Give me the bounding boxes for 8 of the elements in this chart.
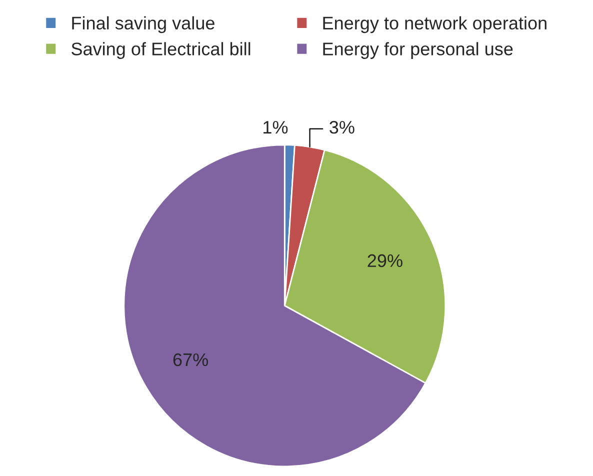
data-label: 3%: [330, 120, 354, 134]
legend-label: Energy for personal use: [323, 42, 513, 59]
data-label: 67%: [173, 353, 208, 366]
legend-label: Final saving value: [72, 16, 214, 34]
legend-label: Energy to network operation: [323, 16, 546, 34]
legend-label: Saving of Electrical bill: [72, 42, 250, 59]
data-label: 29%: [368, 254, 402, 268]
data-label: 1%: [264, 120, 288, 134]
